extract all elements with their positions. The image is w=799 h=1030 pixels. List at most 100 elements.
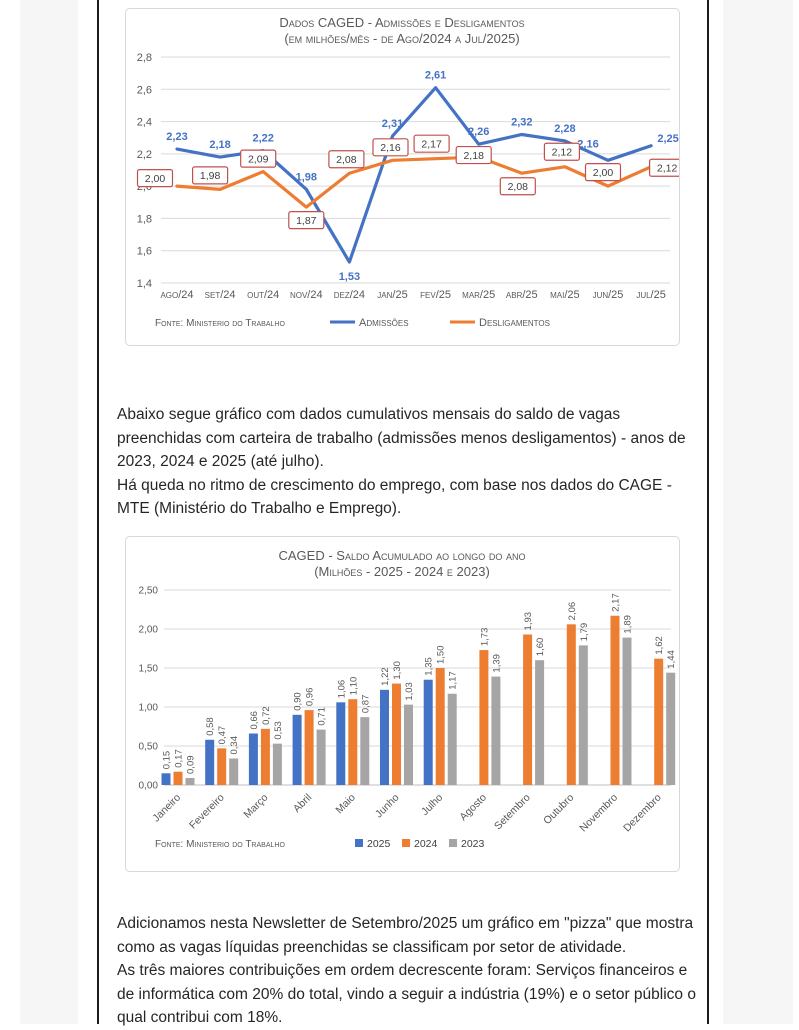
y-axis-tick: 2,8 bbox=[137, 52, 152, 64]
bar-2023-dezembro bbox=[666, 672, 676, 785]
admissoes-data-label: 2,22 bbox=[252, 133, 273, 145]
background-gutter-left bbox=[20, 0, 78, 1024]
bar-2023-novembro bbox=[622, 637, 632, 785]
bar-value-label: 2,06 bbox=[567, 602, 578, 621]
desligamentos-label-box bbox=[288, 211, 325, 230]
bar-2023-setembro bbox=[535, 660, 545, 785]
y-axis-tick: 2,4 bbox=[137, 117, 152, 129]
desligamentos-data-label: 2,17 bbox=[421, 139, 442, 151]
bar-value-label: 1,62 bbox=[654, 636, 665, 655]
bar-value-label: 1,79 bbox=[579, 623, 590, 642]
chart-source: Fonte: Ministerio do Trabalho bbox=[155, 318, 285, 329]
desligamentos-label-box bbox=[499, 177, 536, 196]
desligamentos-data-label: 2,18 bbox=[463, 150, 484, 162]
bar-value-label: 1,06 bbox=[336, 680, 347, 699]
desligamentos-data-label: 2,12 bbox=[657, 163, 678, 175]
admissoes-data-label: 2,32 bbox=[511, 116, 532, 128]
chart-source: Fonte: Ministerio do Trabalho bbox=[155, 839, 285, 850]
bar-value-label: 0,72 bbox=[261, 706, 272, 725]
x-axis-tick: jan/25 bbox=[377, 289, 407, 301]
bar-2024-abril bbox=[304, 710, 314, 785]
x-axis-tick: Maio bbox=[333, 792, 358, 817]
bar-2024-fevereiro bbox=[217, 748, 227, 785]
x-axis-tick: Setembro bbox=[492, 792, 533, 833]
y-axis-tick: 0,00 bbox=[139, 781, 159, 792]
bar-value-label: 1,10 bbox=[348, 677, 359, 696]
x-axis-tick: jul/25 bbox=[636, 289, 666, 301]
y-axis-tick: 1,00 bbox=[139, 703, 159, 714]
y-axis-tick: 2,2 bbox=[137, 149, 152, 161]
admissoes-data-label: 2,61 bbox=[425, 70, 446, 82]
legend-label-2023: 2023 bbox=[461, 838, 485, 850]
bar-value-label: 0,47 bbox=[217, 726, 228, 745]
desligamentos-label-box bbox=[413, 134, 450, 153]
paragraph-employment-slowdown: Há queda no ritmo de crescimento do empr… bbox=[117, 476, 672, 518]
y-axis-tick: 1,6 bbox=[137, 246, 152, 258]
desligamentos-label-box bbox=[328, 150, 365, 169]
intro-text-block: Abaixo segue gráfico com dados cumulativ… bbox=[117, 403, 703, 521]
bar-value-label: 1,03 bbox=[404, 682, 415, 701]
x-axis-tick: out/24 bbox=[247, 289, 279, 301]
bar-value-label: 1,35 bbox=[424, 657, 435, 676]
y-axis-tick: 1,50 bbox=[139, 664, 159, 675]
bar-value-label: 0,90 bbox=[293, 692, 304, 711]
desligamentos-label-box bbox=[136, 169, 174, 188]
bar-2024-novembro bbox=[610, 615, 620, 785]
admissoes-data-label: 2,31 bbox=[382, 118, 403, 130]
bar-2025-abril bbox=[292, 714, 302, 785]
bar-2025-fevereiro bbox=[205, 739, 215, 785]
y-axis-tick: 2,6 bbox=[137, 84, 152, 96]
bar-2024-julho bbox=[435, 668, 445, 785]
x-axis-tick: set/24 bbox=[205, 289, 236, 301]
x-axis-tick: fev/25 bbox=[420, 289, 451, 301]
bar-2023-fevereiro bbox=[229, 758, 239, 785]
legend-label-admissoes: Admissões bbox=[359, 317, 409, 329]
desligamentos-data-label: 2,08 bbox=[336, 154, 357, 166]
bar-2024-março bbox=[260, 728, 270, 785]
bar-value-label: 1,30 bbox=[392, 661, 403, 680]
x-axis-tick: Janeiro bbox=[150, 792, 183, 825]
bar-value-label: 1,93 bbox=[523, 612, 534, 631]
admissions-dismissals-line-chart: Dados CAGED - Admissões e Desligamentos(… bbox=[125, 8, 680, 346]
desligamentos-label-box bbox=[240, 149, 277, 168]
bar-value-label: 0,17 bbox=[174, 749, 185, 768]
bar-2024-dezembro bbox=[654, 658, 664, 785]
paragraph-sector-contributions: As três maiores contribuições em ordem d… bbox=[117, 962, 696, 1026]
desligamentos-label-box bbox=[584, 163, 622, 182]
x-axis-tick: Novembro bbox=[577, 792, 620, 835]
desligamentos-data-label: 2,16 bbox=[380, 142, 401, 154]
bar-2024-janeiro bbox=[173, 771, 183, 785]
desligamentos-label-box bbox=[455, 145, 492, 165]
x-axis-tick: Fevereiro bbox=[187, 792, 227, 832]
admissoes-data-label: 2,26 bbox=[468, 126, 489, 138]
x-axis-tick: jun/25 bbox=[593, 289, 624, 301]
bar-2023-junho bbox=[404, 704, 413, 785]
chart-title: Dados CAGED - Admissões e Desligamentos bbox=[279, 15, 524, 30]
desligamentos-data-label: 2,08 bbox=[508, 181, 529, 193]
bar-2023-abril bbox=[316, 729, 326, 785]
admissoes-data-label: 1,53 bbox=[339, 271, 360, 283]
bar-value-label: 1,89 bbox=[623, 615, 634, 634]
desligamentos-data-label: 1,87 bbox=[296, 215, 317, 227]
bar-2023-julho bbox=[447, 693, 457, 785]
bar-2023-outubro bbox=[578, 645, 588, 785]
desligamentos-data-label: 2,00 bbox=[145, 173, 166, 185]
bar-value-label: 0,87 bbox=[360, 695, 371, 714]
legend-label-desligamentos: Desligamentos bbox=[479, 317, 550, 329]
y-axis-tick: 2,00 bbox=[139, 625, 159, 636]
bar-2025-maio bbox=[336, 702, 346, 785]
newsletter-page: Dados CAGED - Admissões e Desligamentos(… bbox=[97, 0, 709, 1026]
bar-2024-outubro bbox=[566, 624, 576, 785]
desligamentos-line bbox=[175, 155, 653, 209]
desligamentos-label-box bbox=[543, 142, 580, 161]
background-gutter-right bbox=[723, 0, 793, 1024]
bar-2024-agosto bbox=[479, 650, 489, 785]
legend-swatch-2024 bbox=[402, 839, 410, 847]
chart-title: CAGED - Saldo Acumulado ao longo do ano bbox=[279, 548, 526, 563]
bar-2024-junho bbox=[392, 683, 401, 785]
bar-2023-agosto bbox=[491, 676, 501, 785]
x-axis-tick: mai/25 bbox=[550, 289, 580, 301]
bar-value-label: 1,50 bbox=[436, 646, 447, 665]
bar-value-label: 0,66 bbox=[249, 711, 260, 730]
accumulated-balance-bar-chart: CAGED - Saldo Acumulado ao longo do ano(… bbox=[125, 536, 680, 872]
